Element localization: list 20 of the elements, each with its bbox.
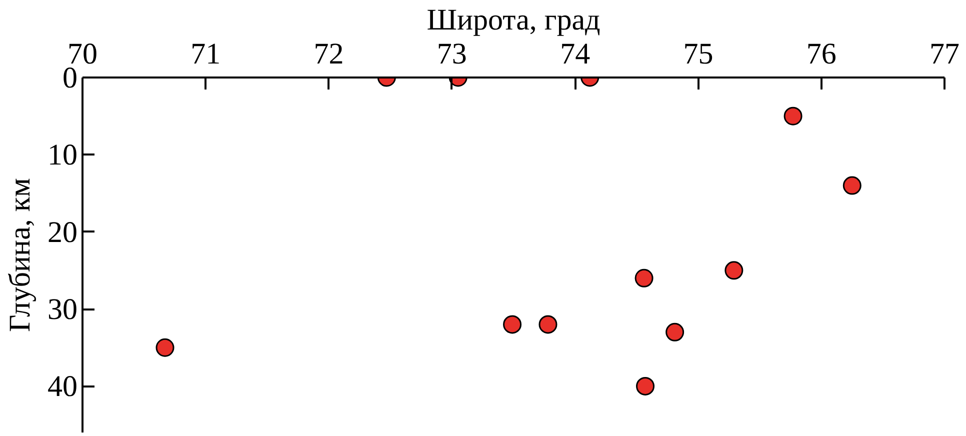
point [156,338,174,357]
x-tick-label: 77 [930,38,960,70]
x-tick-label: 72 [314,38,344,70]
x-tick-label: 75 [683,38,714,70]
point [724,261,744,280]
point [636,376,655,396]
y-tick-label: 30 [48,293,78,326]
point [538,315,558,334]
x-tick-label: 71 [190,38,221,70]
point [666,322,684,342]
y-tick-label: 40 [48,370,78,404]
x-tick-label: 73 [436,38,467,70]
point [634,268,654,288]
x-axis-title: Широта, град [426,4,600,36]
y-axis-title: Глубина, км [4,178,36,332]
y-tick-label: 20 [48,216,78,249]
point [503,315,522,334]
x-tick-label: 74 [560,38,590,70]
x-tick-label: 76 [806,38,836,70]
y-tick-label: 10 [48,138,78,172]
